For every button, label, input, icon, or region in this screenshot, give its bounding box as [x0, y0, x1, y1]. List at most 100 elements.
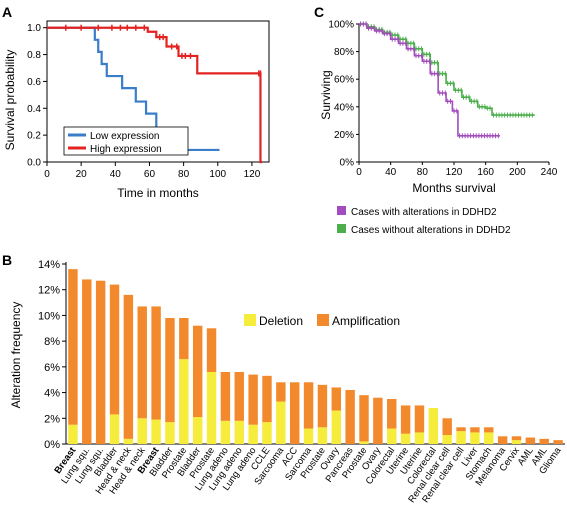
panel-a-xlabel: Time in months: [117, 186, 199, 200]
bar-deletion: [206, 372, 217, 444]
bar-amplification: [192, 325, 203, 417]
panel-b-legend: Deletion Amplification: [244, 314, 400, 328]
x-tick-label: 60: [144, 169, 156, 180]
legend-swatch-unaltered: [337, 224, 346, 233]
panel-c-ylabel: Surviving: [319, 70, 333, 119]
panel-c: C 0 40 80 120 160 200 240 0% 20% 40% 60% 80% 100% Mo…: [314, 4, 558, 236]
bar-deletion: [428, 408, 439, 444]
panel-b-axes: 0% 2% 4% 6% 8% 10% 12% 14%: [38, 259, 565, 451]
bar-amplification: [95, 280, 106, 444]
y-tick-label: 40%: [334, 102, 354, 113]
bar-deletion: [387, 428, 397, 444]
bar-deletion: [179, 359, 189, 444]
x-tick-label: 120: [244, 169, 261, 180]
bar-amplification: [303, 382, 314, 429]
bar-deletion: [262, 422, 272, 444]
y-tick-label: 20%: [334, 130, 354, 141]
bar-deletion: [456, 431, 466, 444]
bar-deletion: [331, 410, 342, 444]
panel-c-label: C: [314, 4, 324, 20]
legend-swatch-amplification: [317, 314, 329, 326]
bar-deletion: [123, 438, 134, 444]
km-curve-high: [47, 26, 263, 164]
y-tick-label: 8%: [44, 336, 60, 348]
y-tick-label: 60%: [334, 75, 354, 86]
km-curve-low: [47, 26, 220, 152]
bar-amplification: [82, 279, 92, 444]
panel-b-ylabel: Alteration frequency: [9, 302, 23, 409]
y-tick-label: 2%: [44, 413, 60, 425]
legend-label-deletion: Deletion: [259, 314, 303, 328]
bar-deletion: [192, 417, 203, 444]
bar-deletion: [276, 401, 286, 444]
legend-label-unaltered: Cases without alterations in DDHD2: [351, 225, 511, 236]
panel-b-bars: [68, 269, 563, 444]
bar-amplification: [442, 418, 452, 435]
x-tick-label: 160: [477, 167, 494, 178]
bar-amplification: [289, 382, 300, 444]
bar-amplification: [151, 306, 161, 420]
panel-a-axes: 0 20 40 60 80 100 120 0.0 0.2 0.4 0.6 0.8 1.0: [27, 20, 270, 180]
bar-deletion: [220, 420, 231, 444]
bar-amplification: [165, 318, 175, 423]
bar-amplification: [123, 294, 134, 439]
bar-deletion: [137, 418, 147, 444]
bar-deletion: [484, 432, 494, 444]
x-tick-label: 80: [417, 167, 429, 178]
plot-frame: [46, 20, 270, 163]
y-tick-label: 0%: [44, 439, 60, 451]
panel-b-label: B: [2, 252, 12, 268]
bar-amplification: [220, 372, 231, 421]
bar-amplification: [553, 440, 563, 444]
bar-amplification: [414, 405, 425, 433]
bar-amplification: [179, 318, 189, 360]
bar-deletion: [359, 441, 369, 444]
legend-box: [63, 126, 189, 156]
bar-amplification: [248, 374, 258, 425]
bar-amplification: [373, 397, 383, 444]
bar-amplification: [206, 328, 217, 372]
panel-a-legend: Low expression High expression: [63, 126, 189, 156]
y-tick-label: 10%: [38, 310, 60, 322]
bar-deletion: [151, 419, 161, 444]
y-tick-label: 6%: [44, 362, 60, 374]
legend-label-altered: Cases with alterations in DDHD2: [351, 207, 497, 218]
bar-amplification: [387, 399, 397, 429]
legend-label-amplification: Amplification: [332, 314, 400, 328]
panel-c-xlabel: Months survival: [412, 181, 495, 195]
km-curve-altered: [359, 23, 500, 137]
bar-amplification: [68, 269, 78, 425]
legend-swatch-deletion: [244, 314, 256, 326]
bar-deletion: [234, 420, 244, 444]
y-tick-label: 0.2: [27, 131, 41, 142]
panel-a-ylabel: Survival probability: [3, 50, 17, 151]
legend-label-high: High expression: [90, 144, 162, 155]
y-tick-label: 100%: [328, 20, 354, 31]
bar-amplification: [484, 427, 494, 433]
bar-deletion: [400, 433, 411, 444]
x-tick-label: 120: [446, 167, 463, 178]
panel-c-curves: [359, 21, 535, 139]
y-tick-label: 0%: [340, 158, 355, 169]
bar-amplification: [359, 395, 369, 442]
x-tick-label: 20: [76, 169, 88, 180]
bar-amplification: [511, 436, 522, 441]
bar-amplification: [456, 427, 466, 432]
x-tick-label: 240: [541, 167, 558, 178]
bar-deletion: [470, 432, 480, 444]
bar-amplification: [331, 387, 342, 411]
bar-amplification: [539, 438, 549, 444]
bar-deletion: [303, 428, 314, 444]
x-tick-label: 200: [509, 167, 526, 178]
bar-amplification: [234, 372, 244, 421]
panel-a-curves: [47, 24, 263, 164]
x-tick-label: 40: [385, 167, 397, 178]
bar-amplification: [109, 284, 120, 415]
bar-deletion: [109, 414, 120, 444]
bar-deletion: [165, 422, 175, 444]
y-tick-label: 0.0: [27, 158, 41, 169]
y-tick-label: 4%: [44, 388, 60, 400]
x-tick-label: 0: [44, 169, 50, 180]
